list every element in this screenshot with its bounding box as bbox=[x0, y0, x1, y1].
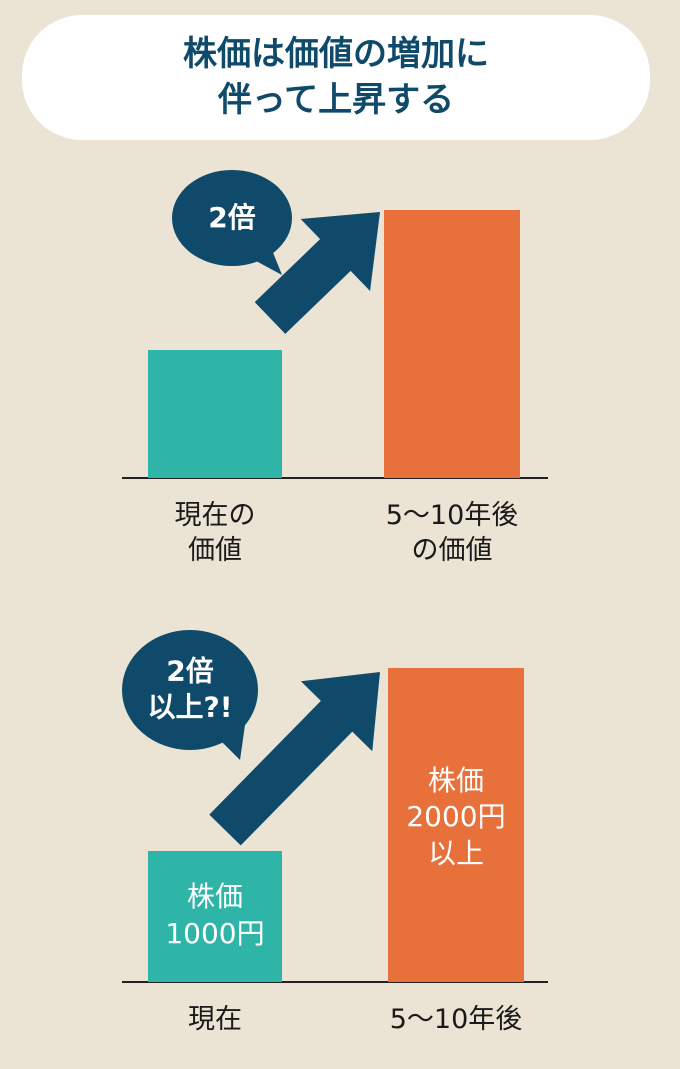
category-label: 現在 bbox=[188, 1004, 242, 1035]
category-label: 現在の 価値 bbox=[174, 500, 256, 567]
bar bbox=[148, 350, 282, 478]
bar-text: 株価 1000円 bbox=[165, 880, 265, 950]
callout-text: 2倍 以上?! bbox=[147, 654, 233, 724]
title: 株価は価値の増加に 伴って上昇する bbox=[22, 15, 650, 140]
bar bbox=[388, 668, 524, 982]
callout bbox=[172, 170, 292, 266]
callout-text: 2倍 bbox=[208, 200, 256, 234]
bar bbox=[384, 210, 520, 478]
callout bbox=[122, 630, 258, 750]
arrow bbox=[254, 212, 380, 334]
arrow bbox=[209, 671, 381, 846]
category-label: 5〜10年後 の価値 bbox=[385, 500, 519, 567]
bar-text: 株価 2000円 以上 bbox=[406, 764, 506, 870]
category-label: 5〜10年後 bbox=[389, 1004, 523, 1035]
bar bbox=[148, 851, 282, 982]
